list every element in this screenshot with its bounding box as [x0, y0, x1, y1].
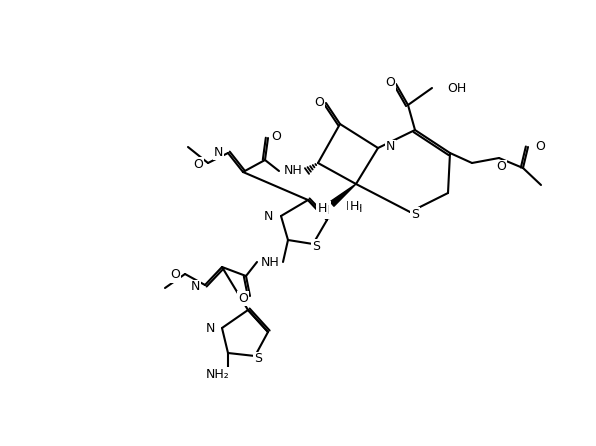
Text: N: N [263, 210, 273, 223]
Text: O: O [170, 268, 180, 281]
Text: H: H [317, 202, 327, 215]
Text: O: O [385, 77, 395, 90]
Text: H: H [348, 203, 358, 216]
Text: S: S [254, 352, 262, 366]
Text: O: O [193, 157, 203, 170]
Text: H: H [345, 199, 355, 212]
Text: O: O [496, 161, 506, 173]
Text: OH: OH [447, 82, 466, 95]
Text: O: O [314, 95, 324, 108]
Text: N: N [191, 281, 200, 293]
Text: NH: NH [284, 165, 302, 178]
Text: H: H [349, 201, 359, 214]
Text: N: N [213, 145, 223, 158]
Text: NH₂: NH₂ [206, 368, 230, 380]
Text: O: O [271, 129, 281, 143]
Text: N: N [206, 322, 215, 334]
Text: H: H [354, 204, 362, 214]
Text: N: N [386, 140, 395, 153]
Text: NH: NH [260, 256, 280, 268]
Polygon shape [330, 184, 356, 206]
Text: H: H [319, 203, 328, 216]
Text: O: O [238, 292, 248, 305]
Text: S: S [411, 207, 419, 220]
Text: S: S [312, 240, 320, 252]
Text: O: O [535, 140, 545, 153]
